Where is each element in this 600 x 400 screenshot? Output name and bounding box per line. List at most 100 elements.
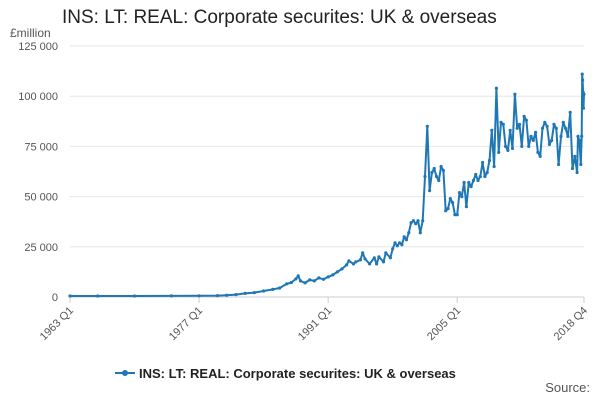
data-point[interactable]: [243, 291, 247, 295]
series-line[interactable]: [70, 73, 585, 297]
data-point[interactable]: [524, 118, 529, 122]
data-point[interactable]: [377, 255, 381, 259]
data-point[interactable]: [398, 241, 402, 245]
data-point[interactable]: [354, 260, 358, 264]
data-point[interactable]: [169, 294, 173, 298]
data-point[interactable]: [453, 213, 457, 217]
data-point[interactable]: [326, 275, 330, 279]
data-point[interactable]: [504, 144, 508, 148]
data-point[interactable]: [347, 259, 351, 263]
data-point[interactable]: [278, 286, 282, 290]
data-point[interactable]: [432, 166, 436, 171]
data-point[interactable]: [536, 150, 540, 154]
data-point[interactable]: [543, 120, 547, 124]
data-point[interactable]: [402, 235, 406, 239]
data-point[interactable]: [520, 144, 524, 148]
data-point[interactable]: [573, 154, 577, 158]
data-point[interactable]: [430, 170, 434, 175]
data-point[interactable]: [515, 126, 519, 130]
data-point[interactable]: [490, 128, 494, 132]
data-point[interactable]: [576, 134, 580, 138]
data-point[interactable]: [552, 122, 556, 126]
data-point[interactable]: [517, 122, 522, 126]
data-point[interactable]: [437, 178, 441, 183]
data-point[interactable]: [345, 263, 349, 267]
data-point[interactable]: [497, 150, 501, 154]
data-point[interactable]: [96, 294, 100, 298]
data-point[interactable]: [457, 191, 462, 195]
data-point[interactable]: [469, 185, 473, 189]
data-point[interactable]: [446, 207, 450, 211]
data-point[interactable]: [321, 277, 326, 281]
data-point[interactable]: [481, 160, 485, 165]
data-point[interactable]: [351, 262, 356, 266]
data-point[interactable]: [451, 201, 455, 205]
data-point[interactable]: [312, 279, 316, 283]
data-point[interactable]: [418, 231, 422, 235]
data-point[interactable]: [372, 256, 376, 260]
data-point[interactable]: [296, 274, 300, 278]
data-point[interactable]: [381, 260, 386, 264]
data-point[interactable]: [262, 289, 266, 293]
data-point[interactable]: [363, 257, 367, 261]
data-point[interactable]: [557, 162, 561, 167]
data-point[interactable]: [234, 293, 238, 297]
data-point[interactable]: [580, 134, 584, 138]
data-point[interactable]: [197, 294, 201, 298]
data-point[interactable]: [368, 262, 372, 266]
data-point[interactable]: [411, 219, 415, 223]
data-point[interactable]: [547, 142, 552, 146]
data-point[interactable]: [554, 126, 558, 130]
data-point[interactable]: [395, 244, 399, 248]
data-point[interactable]: [487, 158, 492, 163]
data-point[interactable]: [400, 243, 404, 247]
data-point[interactable]: [68, 294, 72, 298]
data-point[interactable]: [579, 162, 583, 167]
data-point[interactable]: [361, 251, 365, 255]
data-point[interactable]: [460, 195, 464, 199]
data-point[interactable]: [448, 197, 452, 201]
legend[interactable]: INS: LT: REAL: Corporate securites: UK &…: [115, 366, 456, 381]
data-point[interactable]: [388, 256, 392, 260]
data-point[interactable]: [471, 178, 475, 183]
data-point[interactable]: [455, 213, 459, 217]
data-point[interactable]: [485, 170, 489, 175]
data-point[interactable]: [303, 281, 307, 285]
data-point[interactable]: [298, 279, 303, 283]
data-point[interactable]: [501, 122, 505, 126]
data-point[interactable]: [499, 120, 503, 124]
data-point[interactable]: [561, 120, 565, 124]
data-point[interactable]: [132, 294, 137, 298]
data-point[interactable]: [508, 128, 512, 132]
data-point[interactable]: [439, 164, 443, 169]
data-point[interactable]: [407, 231, 411, 235]
data-point[interactable]: [423, 174, 427, 179]
data-point[interactable]: [421, 219, 425, 223]
data-point[interactable]: [467, 180, 471, 185]
data-point[interactable]: [483, 174, 487, 179]
data-point[interactable]: [414, 222, 418, 226]
data-point[interactable]: [527, 144, 531, 148]
data-point[interactable]: [404, 238, 409, 242]
data-point[interactable]: [434, 174, 439, 179]
data-point[interactable]: [444, 209, 448, 213]
data-point[interactable]: [566, 134, 570, 138]
data-point[interactable]: [581, 106, 586, 110]
data-point[interactable]: [285, 282, 289, 286]
data-point[interactable]: [358, 258, 362, 262]
data-point[interactable]: [581, 78, 585, 82]
data-point[interactable]: [294, 277, 298, 281]
data-point[interactable]: [522, 114, 526, 118]
data-point[interactable]: [225, 293, 229, 297]
data-point[interactable]: [575, 170, 579, 175]
data-point[interactable]: [409, 221, 413, 225]
data-point[interactable]: [428, 189, 432, 193]
data-point[interactable]: [252, 291, 256, 295]
data-point[interactable]: [464, 205, 468, 209]
data-point[interactable]: [568, 110, 572, 114]
data-point[interactable]: [494, 86, 498, 90]
data-point[interactable]: [492, 164, 496, 169]
data-point[interactable]: [545, 124, 549, 128]
data-point[interactable]: [577, 138, 582, 142]
data-point[interactable]: [476, 178, 480, 183]
